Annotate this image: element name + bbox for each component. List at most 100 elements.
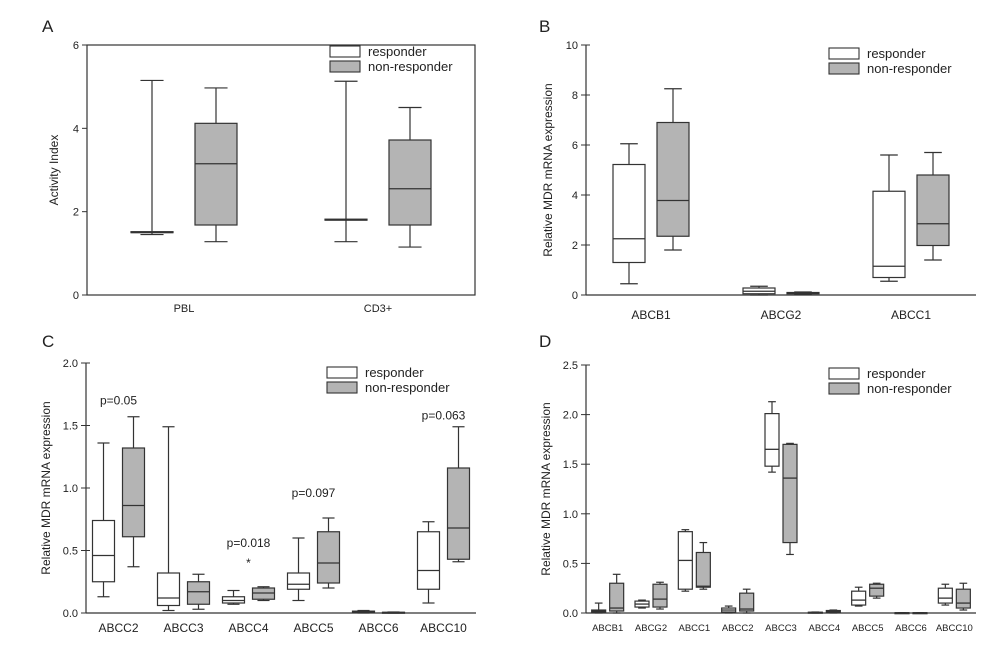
y-tick-label: 0.5 [63,546,78,558]
iqr-box [388,139,432,226]
responder-box [612,143,646,285]
x-tick-label: ABCC3 [163,621,203,635]
non-responder-box [316,517,341,589]
legend-label: non-responder [867,61,952,76]
iqr-box [612,163,646,264]
legend-swatch [326,366,358,379]
y-tick-label: 1.0 [63,483,78,495]
y-tick-label: 2 [73,207,79,219]
responder-box [677,529,693,592]
x-tick-label: ABCC5 [293,621,333,635]
iqr-box [739,592,755,612]
non-responder-box [388,106,432,248]
responder-box [807,611,823,614]
non-responder-box [194,87,238,243]
responder-box [416,521,441,604]
y-tick-label: 2.0 [63,358,78,370]
panel-b: 0 2 4 6 8 10 Relative MDR mRNA expression ABCB1… [541,40,976,322]
y-tick-label: 2 [572,240,578,252]
iqr-box [316,531,341,584]
panel-letter-c: C [42,332,54,351]
y-tick-label: 6 [572,140,578,152]
responder-box [851,586,867,607]
iqr-box [446,467,471,560]
iqr-box [652,583,668,608]
y-tick-label: 4 [572,190,578,202]
non-responder-box [186,573,211,610]
p-value-annotation: * [246,556,251,570]
y-tick-label: 2.0 [563,410,578,422]
y-tick-label: 2.5 [563,360,578,372]
legend-swatch [828,62,860,75]
y-tick-label: 0.0 [563,608,578,620]
responder-box [91,442,116,598]
legend-label: responder [365,365,424,380]
non-responder-box [121,416,146,568]
x-tick-label: ABCG2 [635,623,667,634]
non-responder-box [916,151,950,261]
y-tick-label: 0.5 [563,558,578,570]
non-responder-box [955,582,971,611]
non-responder-box [782,442,798,556]
x-tick-label: ABCC2 [722,623,754,634]
responder-box [894,612,910,615]
x-tick-label: ABCC1 [891,308,931,322]
legend-swatch [828,367,860,380]
legend-swatch [329,45,361,58]
p-value-annotation: p=0.063 [422,408,466,422]
x-tick-label: ABCC10 [420,621,467,635]
x-tick-label: ABCC5 [852,623,884,634]
plot-frame [86,44,476,296]
iqr-box [194,122,238,226]
p-value-annotation: p=0.05 [100,393,137,407]
non-responder-box [825,609,841,614]
x-tick-label: ABCC1 [678,623,710,634]
iqr-box [121,447,146,538]
panel-a: 0 2 4 6 Activity Index PBL CD3+ respondernon-re… [47,40,476,315]
legend-label: responder [368,44,427,59]
non-responder-box [739,588,755,614]
iqr-box [869,583,885,597]
x-tick-label: ABCC6 [895,623,927,634]
responder-box [156,426,181,612]
x-tick-label: ABCC6 [358,621,398,635]
y-tick-label: 0 [572,290,578,302]
panel-letter-a: A [42,17,54,36]
legend-swatch [828,47,860,60]
responder-box [591,602,607,614]
legend-label: responder [867,366,926,381]
iqr-box [851,590,867,606]
legend-label: responder [867,46,926,61]
non-responder-box [786,291,820,296]
iqr-box [656,121,690,237]
legend-label: non-responder [368,59,453,74]
x-tick-label: ABCC4 [808,623,840,634]
iqr-box [286,572,311,590]
x-tick-label: ABCC2 [98,621,138,635]
panel-c: 0.0 0.5 1.0 1.5 2.0 Relative MDR mRNA express… [39,358,476,635]
legend-label: non-responder [365,380,450,395]
legend-swatch [329,60,361,73]
x-tick-label: ABCC4 [228,621,268,635]
panel-d: 0.0 0.5 1.0 1.5 2.0 2.5 Relative MDR mRNA expr… [539,360,976,634]
x-tick-label: ABCB1 [631,308,671,322]
y-axis-label: Relative MDR mRNA expression [39,401,53,574]
non-responder-box [251,586,276,602]
responder-box [872,154,906,282]
x-tick-label: ABCB1 [592,623,623,634]
iqr-box [156,572,181,607]
y-tick-label: 1.5 [563,459,578,471]
iqr-box [782,443,798,544]
x-tick-label: ABCC3 [765,623,797,634]
p-value-annotation: p=0.018 [227,536,271,550]
responder-box [351,609,376,614]
responder-box [721,605,737,614]
responder-box [742,285,776,296]
y-tick-label: 6 [73,40,79,52]
non-responder-box [609,573,625,614]
iqr-box [764,413,780,467]
